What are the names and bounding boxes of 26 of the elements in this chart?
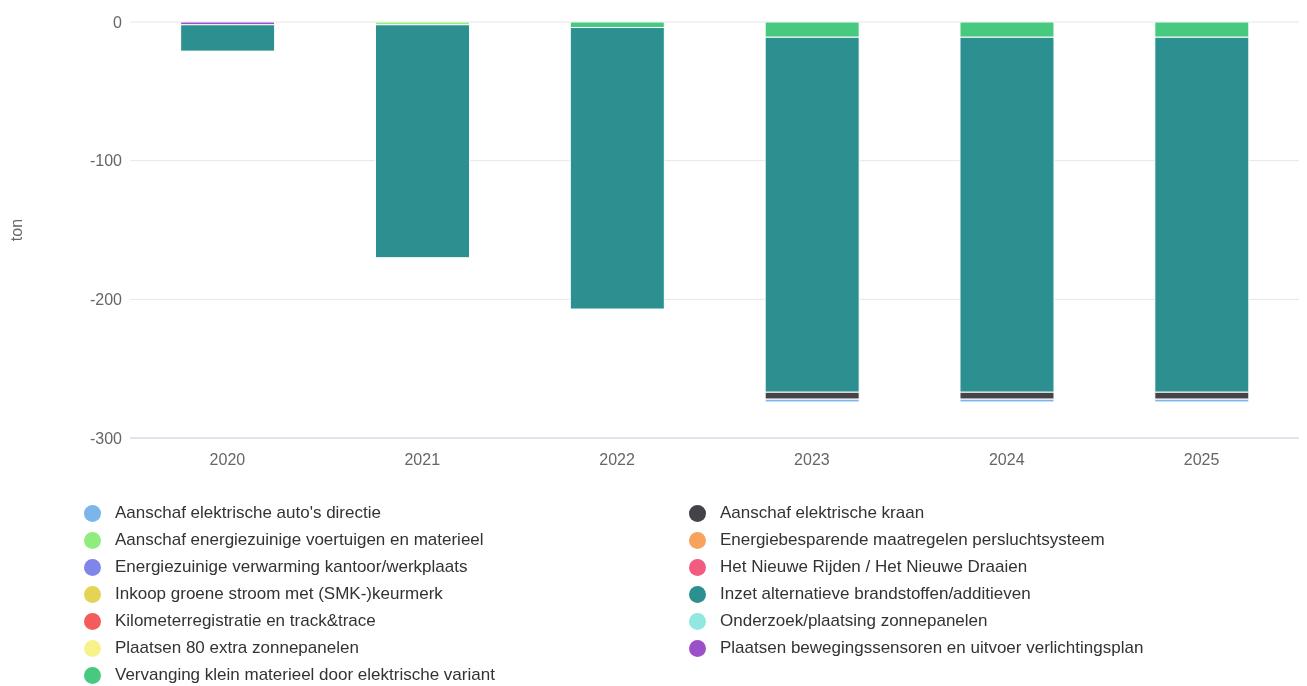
legend-label: Aanschaf elektrische kraan — [720, 502, 925, 524]
legend-label: Onderzoek/plaatsing zonnepanelen — [720, 610, 988, 632]
x-tick-label: 2022 — [599, 451, 635, 469]
legend-label: Aanschaf elektrische auto's directie — [115, 502, 381, 524]
legend-label: Plaatsen 80 extra zonnepanelen — [115, 637, 359, 659]
legend-label: Vervanging klein materieel door elektrische variant — [115, 664, 495, 686]
legend-label: Plaatsen bewegingssensoren en uitvoer verlichtingsplan — [720, 637, 1144, 659]
x-tick-label: 2020 — [209, 451, 246, 469]
legend-label: Energiebesparende maatregelen persluchtsysteem — [720, 529, 1105, 551]
y-axis-title: ton — [7, 218, 25, 242]
y-tick-label: -200 — [89, 291, 123, 309]
legend-label: Energiezuinige verwarming kantoor/werkplaats — [115, 556, 468, 578]
bar — [374, 24, 470, 259]
legend-label: Kilometerregistratie en track&trace — [115, 610, 376, 632]
y-tick-label: 0 — [113, 13, 123, 31]
x-tick-label: 2024 — [988, 451, 1025, 469]
x-tick-label: 2021 — [404, 451, 441, 469]
x-tick-label: 2025 — [1183, 451, 1220, 469]
legend-label: Inzet alternatieve brandstoffen/additieven — [720, 583, 1031, 605]
legend-label: Aanschaf energiezuinige voertuigen en materieel — [115, 529, 484, 551]
legend-label: Het Nieuwe Rijden / Het Nieuwe Draaien — [720, 556, 1028, 578]
bar — [180, 24, 276, 52]
y-tick-label: -100 — [89, 152, 123, 170]
x-tick-label: 2023 — [794, 451, 830, 469]
legend-label: Inkoop groene stroom met (SMK-)keurmerk — [115, 583, 443, 605]
y-tick-label: -300 — [89, 429, 123, 447]
